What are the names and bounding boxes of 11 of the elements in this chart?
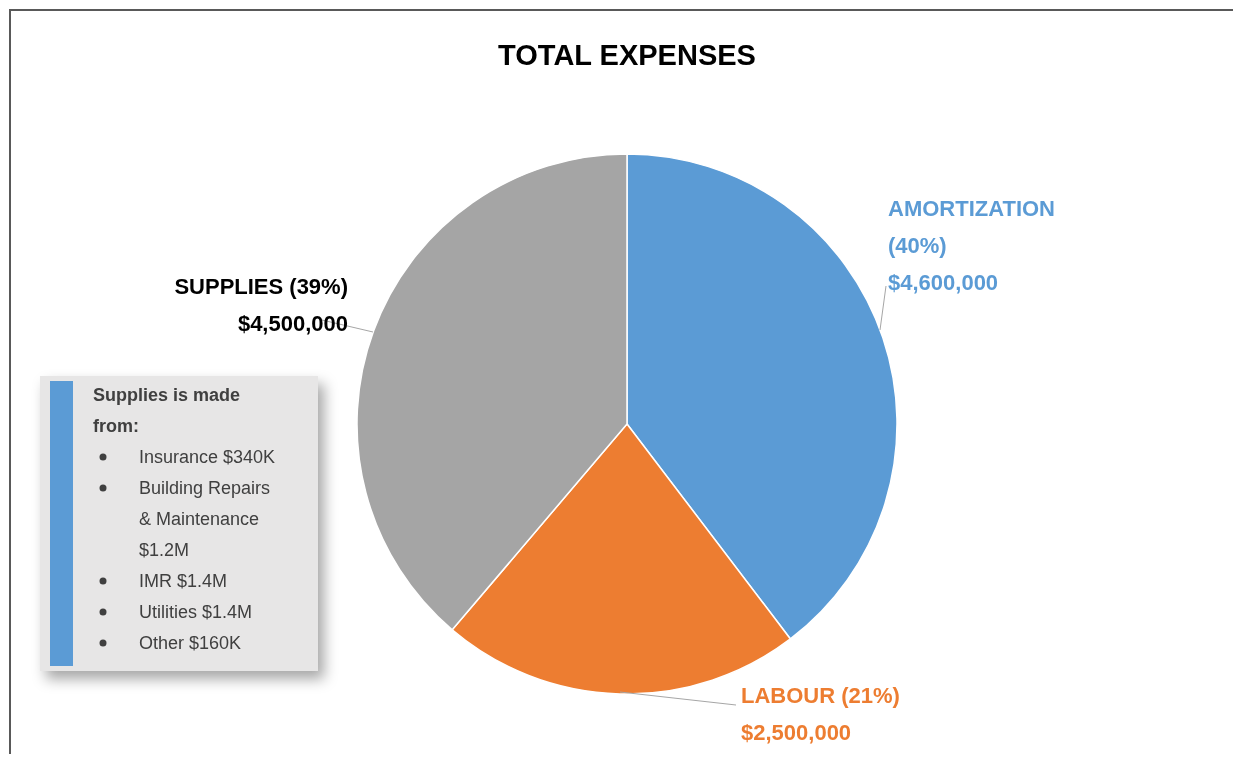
slice-label: LABOUR (21%) $2,500,000 xyxy=(741,683,900,745)
chart-title: TOTAL EXPENSES xyxy=(498,39,756,71)
text: IMR $1.4M xyxy=(139,571,228,591)
slice-label: AMORTIZATION xyxy=(888,196,1056,221)
text: Insurance $340K xyxy=(139,447,276,467)
text: Utilities $1.4M xyxy=(139,602,253,622)
slice-label: SUPPLIES (39%) $4,500,000 xyxy=(174,274,348,336)
text: Other $160K xyxy=(139,633,242,653)
text: Building Repairs & Maintenance $1.2M xyxy=(139,478,271,560)
data-label: (40%) $4,600,000 xyxy=(888,233,999,295)
text: Supplies is made from: xyxy=(93,385,241,436)
